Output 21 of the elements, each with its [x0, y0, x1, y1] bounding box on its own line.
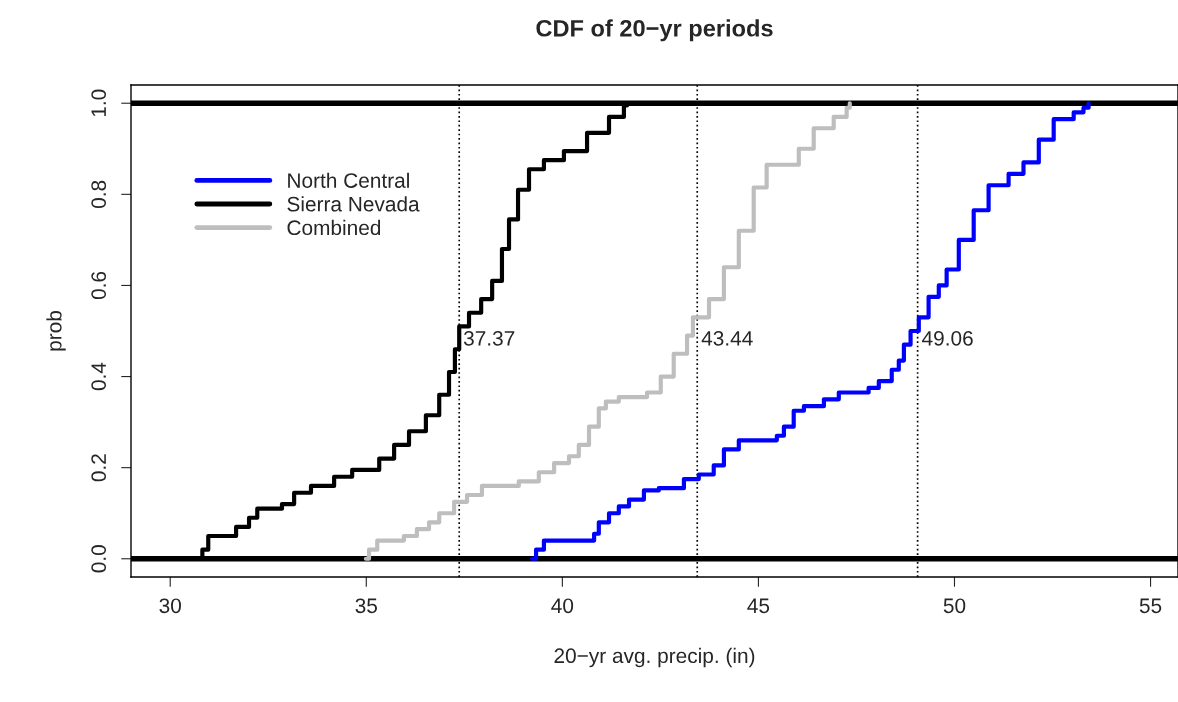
y-tick-label: 1.0: [91, 89, 107, 117]
y-tick-label: 0.2: [91, 454, 107, 482]
x-tick-label: 45: [747, 598, 770, 614]
ref-line-label: 49.06: [922, 330, 973, 346]
x-axis-title: 20−yr avg. precip. (in): [554, 647, 755, 668]
legend-label: North Central: [288, 172, 409, 188]
x-tick-label: 55: [1139, 598, 1162, 614]
chart-title: CDF of 20−yr periods: [536, 19, 773, 42]
y-axis-title: prob: [46, 311, 66, 351]
legend-label: Sierra Nevada: [287, 196, 420, 212]
y-tick-label: 0.6: [91, 271, 107, 300]
ref-line-label: 43.44: [701, 330, 753, 346]
y-tick-label: 0.8: [91, 180, 107, 208]
x-tick-label: 50: [943, 598, 966, 614]
x-tick-label: 30: [159, 598, 181, 614]
x-tick-label: 40: [551, 598, 574, 614]
y-tick-label: 0.0: [91, 545, 107, 573]
x-tick-label: 35: [355, 598, 377, 614]
ref-line-label: 37.37: [463, 330, 515, 346]
y-tick-label: 0.4: [91, 362, 107, 391]
legend-label: Combined: [287, 219, 381, 236]
